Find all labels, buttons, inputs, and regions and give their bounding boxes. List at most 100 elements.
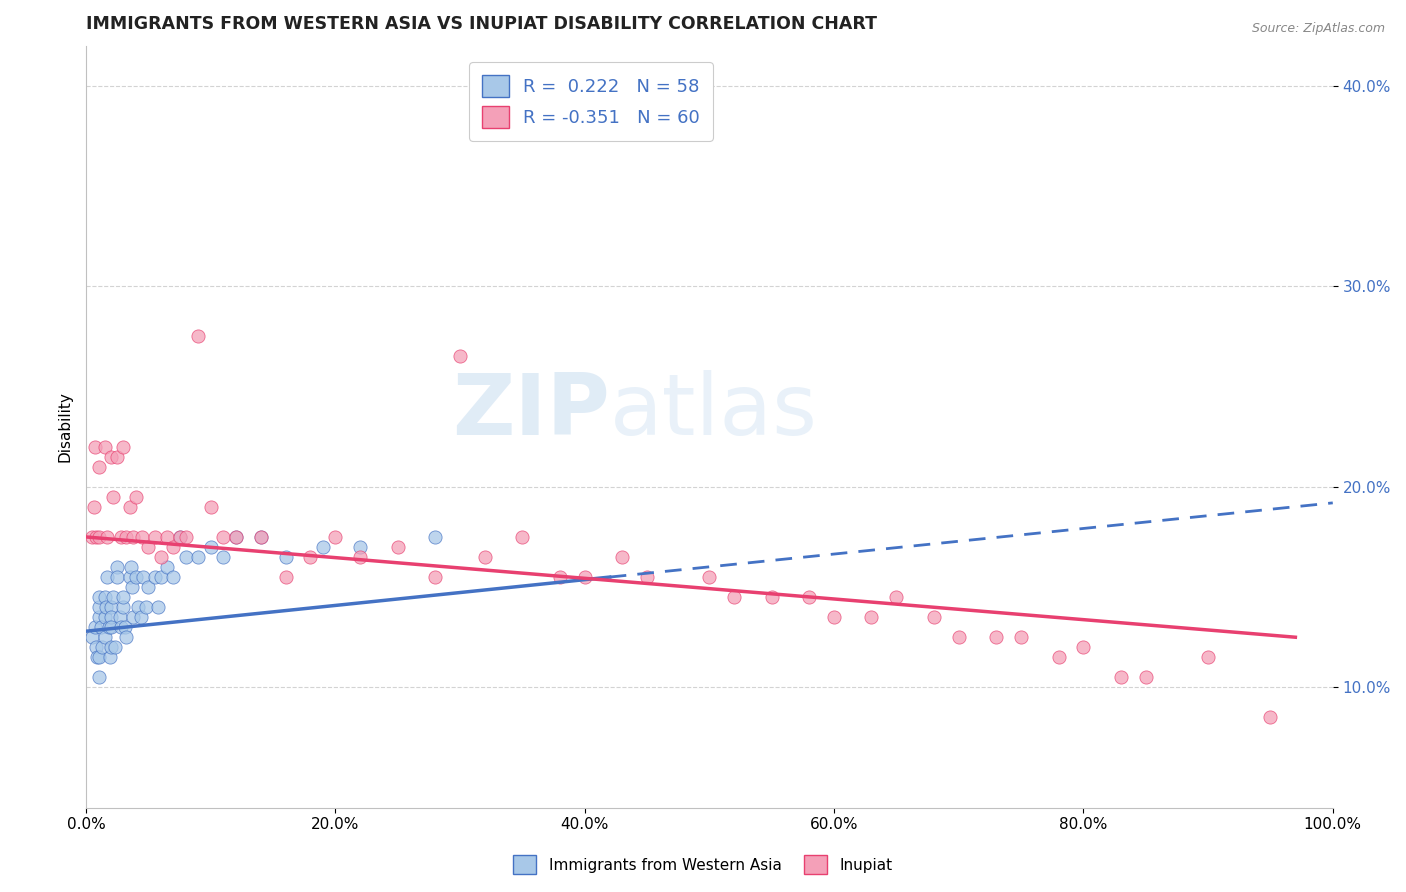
- Point: [174, 530, 197, 544]
- Point: [94, 590, 117, 604]
- Point: [97, 620, 120, 634]
- Point: [100, 600, 122, 615]
- Point: [91, 640, 114, 655]
- Point: [212, 530, 235, 544]
- Point: [823, 610, 845, 624]
- Point: [148, 600, 170, 615]
- Point: [112, 600, 135, 615]
- Point: [169, 530, 191, 544]
- Point: [187, 329, 209, 343]
- Point: [423, 570, 446, 584]
- Point: [312, 540, 335, 554]
- Legend: R =  0.222   N = 58, R = -0.351   N = 60: R = 0.222 N = 58, R = -0.351 N = 60: [470, 62, 713, 141]
- Point: [87, 670, 110, 684]
- Point: [84, 640, 107, 655]
- Point: [325, 530, 347, 544]
- Point: [83, 620, 105, 634]
- Point: [156, 560, 179, 574]
- Text: ZIP: ZIP: [451, 370, 610, 453]
- Point: [100, 620, 122, 634]
- Point: [249, 530, 271, 544]
- Point: [1135, 670, 1157, 684]
- Point: [108, 610, 131, 624]
- Point: [100, 640, 122, 655]
- Point: [169, 530, 191, 544]
- Point: [212, 549, 235, 564]
- Point: [149, 570, 172, 584]
- Point: [922, 610, 945, 624]
- Point: [636, 570, 658, 584]
- Point: [103, 490, 125, 504]
- Point: [200, 500, 222, 514]
- Point: [127, 600, 149, 615]
- Point: [82, 530, 104, 544]
- Point: [135, 600, 157, 615]
- Point: [132, 570, 155, 584]
- Point: [86, 650, 108, 665]
- Point: [1109, 670, 1132, 684]
- Point: [112, 590, 135, 604]
- Point: [131, 530, 153, 544]
- Point: [512, 530, 534, 544]
- Point: [105, 450, 128, 464]
- Point: [100, 450, 122, 464]
- Point: [114, 620, 136, 634]
- Point: [860, 610, 883, 624]
- Point: [129, 610, 152, 624]
- Text: Source: ZipAtlas.com: Source: ZipAtlas.com: [1251, 22, 1385, 36]
- Point: [156, 530, 179, 544]
- Point: [122, 610, 145, 624]
- Point: [94, 440, 117, 454]
- Point: [138, 580, 160, 594]
- Point: [1010, 630, 1032, 644]
- Point: [986, 630, 1008, 644]
- Point: [120, 560, 142, 574]
- Point: [699, 570, 721, 584]
- Point: [387, 540, 409, 554]
- Point: [87, 610, 110, 624]
- Point: [103, 590, 125, 604]
- Point: [96, 570, 118, 584]
- Point: [1073, 640, 1095, 655]
- Point: [225, 530, 247, 544]
- Legend: Immigrants from Western Asia, Inupiat: Immigrants from Western Asia, Inupiat: [508, 849, 898, 880]
- Point: [98, 650, 121, 665]
- Point: [610, 549, 633, 564]
- Point: [87, 650, 110, 665]
- Point: [87, 459, 110, 474]
- Point: [249, 530, 271, 544]
- Point: [548, 570, 571, 584]
- Point: [1047, 650, 1070, 665]
- Point: [1197, 650, 1219, 665]
- Point: [104, 640, 127, 655]
- Point: [149, 549, 172, 564]
- Point: [87, 600, 110, 615]
- Text: IMMIGRANTS FROM WESTERN ASIA VS INUPIAT DISABILITY CORRELATION CHART: IMMIGRANTS FROM WESTERN ASIA VS INUPIAT …: [86, 15, 877, 33]
- Point: [1260, 710, 1282, 724]
- Point: [90, 620, 112, 634]
- Point: [349, 549, 371, 564]
- Point: [105, 570, 128, 584]
- Point: [115, 530, 138, 544]
- Point: [100, 610, 122, 624]
- Point: [110, 620, 132, 634]
- Point: [94, 630, 117, 644]
- Point: [83, 500, 105, 514]
- Point: [349, 540, 371, 554]
- Point: [84, 530, 107, 544]
- Point: [799, 590, 821, 604]
- Point: [94, 600, 117, 615]
- Point: [174, 549, 197, 564]
- Point: [110, 530, 132, 544]
- Point: [115, 630, 138, 644]
- Point: [138, 540, 160, 554]
- Point: [125, 490, 148, 504]
- Point: [162, 570, 184, 584]
- Point: [87, 590, 110, 604]
- Point: [83, 440, 105, 454]
- Point: [761, 590, 783, 604]
- Point: [948, 630, 970, 644]
- Point: [112, 440, 135, 454]
- Point: [187, 549, 209, 564]
- Point: [299, 549, 322, 564]
